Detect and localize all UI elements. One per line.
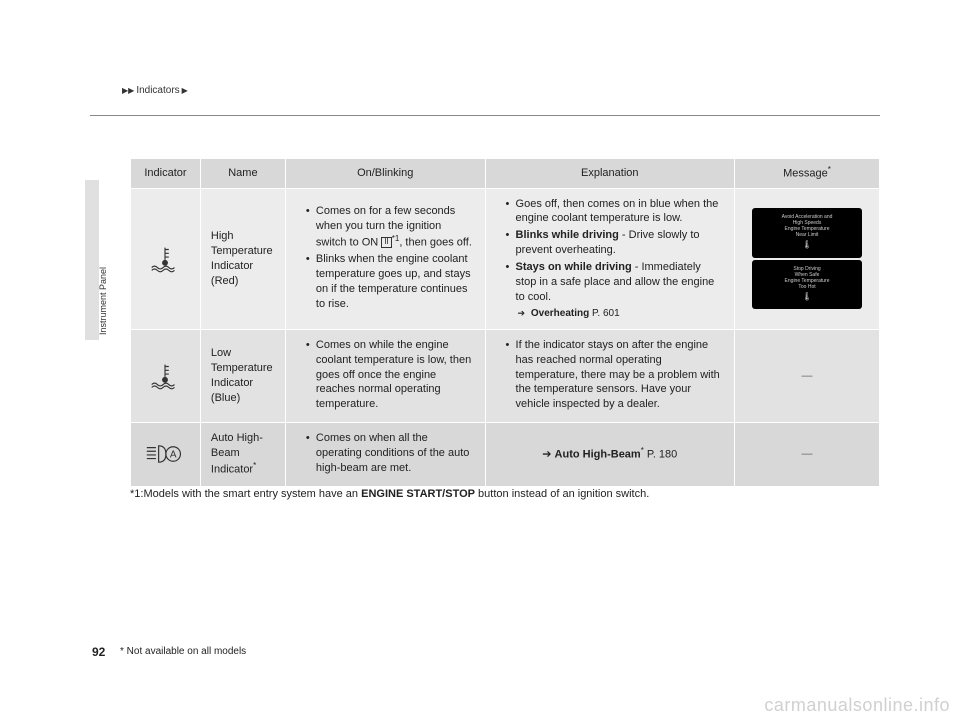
footnote-smart-entry: *1:Models with the smart entry system ha… (130, 488, 649, 500)
bc-arrow: ▶ (182, 86, 188, 95)
indicator-table: Indicator Name On/Blinking Explanation M… (130, 158, 880, 487)
low-temp-icon (146, 361, 184, 391)
auto-high-beam-icon: A (145, 441, 185, 467)
table-header-row: Indicator Name On/Blinking Explanation M… (131, 159, 880, 189)
on-cell: Comes on when all the operating conditio… (285, 423, 485, 487)
on-item: Comes on for a few seconds when you turn… (306, 204, 475, 250)
page-number: 92 (92, 645, 105, 659)
on-cell: Comes on while the engine coolant temper… (285, 329, 485, 422)
table-row: High Temperature Indicator (Red) Comes o… (131, 188, 880, 329)
table-row: Low Temperature Indicator (Blue) Comes o… (131, 329, 880, 422)
high-temp-icon (146, 244, 184, 274)
sidebar-tab (85, 180, 99, 340)
col-name: Name (200, 159, 285, 189)
message-display: Avoid Acceleration andHigh SpeedsEngine … (752, 208, 862, 258)
indicator-cell (131, 188, 201, 329)
exp-item: Goes off, then comes on in blue when the… (506, 197, 724, 227)
msg-cell: — (735, 423, 880, 487)
on-item: Comes on when all the operating conditio… (306, 431, 475, 476)
on-item: Blinks when the engine coolant temperatu… (306, 252, 475, 311)
name-cell: High Temperature Indicator (Red) (200, 188, 285, 329)
exp-cell: ➔ Auto High-Beam* P. 180 (485, 423, 734, 487)
message-display: Stop DrivingWhen SafeEngine TemperatureT… (752, 260, 862, 310)
exp-item: Stays on while driving - Immediately sto… (506, 260, 724, 305)
temp-mini-icon: 🌡 (756, 240, 858, 250)
on-cell: Comes on for a few seconds when you turn… (285, 188, 485, 329)
reference: ➔ Overheating P. 601 (496, 307, 724, 321)
temp-mini-icon: 🌡 (756, 292, 858, 302)
exp-cell: Goes off, then comes on in blue when the… (485, 188, 734, 329)
indicator-cell (131, 329, 201, 422)
name-cell: Low Temperature Indicator (Blue) (200, 329, 285, 422)
watermark: carmanualsonline.info (764, 695, 950, 716)
bc-label: Indicators (136, 85, 179, 96)
exp-item: If the indicator stays on after the engi… (506, 338, 724, 412)
footnote-availability: * Not available on all models (120, 646, 246, 657)
indicator-cell: A (131, 423, 201, 487)
msg-cell: — (735, 329, 880, 422)
table-row: A Auto High-Beam Indicator* Comes on whe… (131, 423, 880, 487)
exp-item: Blinks while driving - Drive slowly to p… (506, 228, 724, 258)
col-indicator: Indicator (131, 159, 201, 189)
sidebar-label: Instrument Panel (98, 267, 108, 335)
breadcrumb: ▶▶Indicators▶ (120, 85, 190, 96)
msg-cell: Avoid Acceleration andHigh SpeedsEngine … (735, 188, 880, 329)
svg-text:A: A (170, 450, 177, 461)
col-onblinking: On/Blinking (285, 159, 485, 189)
name-cell: Auto High-Beam Indicator* (200, 423, 285, 487)
on-item: Comes on while the engine coolant temper… (306, 338, 475, 412)
bc-arrow: ▶▶ (122, 86, 134, 95)
col-explanation: Explanation (485, 159, 734, 189)
col-message: Message* (735, 159, 880, 189)
header-rule (90, 115, 880, 116)
exp-cell: If the indicator stays on after the engi… (485, 329, 734, 422)
